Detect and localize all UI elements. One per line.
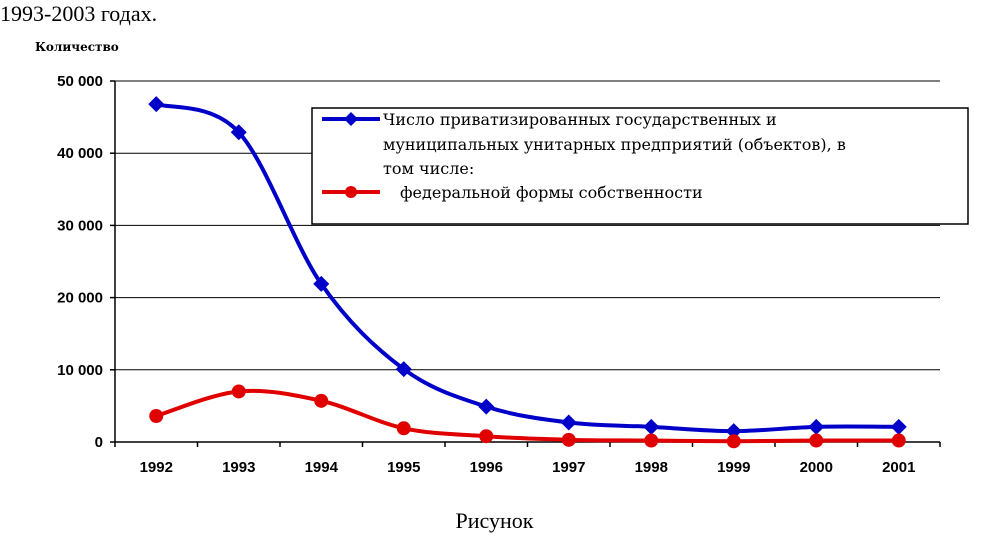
series-1-point (313, 275, 330, 292)
series-2-point (396, 421, 411, 436)
y-tick-label: 10 000 (57, 362, 103, 379)
legend-label: Число приватизированных государственных … (383, 110, 777, 129)
legend-swatch-marker (345, 186, 357, 198)
page-heading: 1993-2003 годах. (0, 1, 158, 26)
series-2-point (314, 393, 329, 408)
legend-label: муниципальных унитарных предприятий (объ… (383, 135, 846, 154)
series-1-point (560, 414, 577, 431)
figure-caption: Рисунок (455, 508, 534, 533)
y-tick-label: 20 000 (57, 290, 103, 307)
y-axis-label: Количество (35, 40, 119, 54)
legend-label: том числе: (383, 159, 474, 178)
legend-label: федеральной формы собственности (400, 183, 703, 202)
series-1-point (395, 361, 412, 378)
x-tick-label: 1998 (635, 459, 668, 476)
x-tick-label: 1993 (222, 459, 255, 476)
x-tick-label: 2001 (882, 459, 915, 476)
legend-swatch-marker (344, 112, 358, 126)
y-tick-label: 40 000 (57, 145, 103, 162)
series-2-point (644, 433, 659, 448)
series-2-point (891, 433, 906, 448)
x-tick-label: 1996 (470, 459, 503, 476)
series-1-point (148, 96, 165, 113)
y-tick-label: 0 (95, 434, 103, 451)
series-2-point (479, 429, 494, 444)
series-1-line (155, 102, 899, 434)
series-2-point (726, 434, 741, 449)
series-1-point (890, 418, 907, 435)
legend-box (311, 107, 969, 225)
series-1-point (478, 398, 495, 415)
series-2-point (809, 433, 824, 448)
x-tick-label: 1997 (552, 459, 585, 476)
x-tick-label: 1999 (717, 459, 750, 476)
y-tick-label: 50 000 (57, 73, 103, 90)
series-1-point (725, 423, 742, 440)
x-tick-label: 1994 (305, 459, 339, 476)
series-2-point (231, 384, 246, 399)
x-tick-label: 2000 (800, 459, 833, 476)
y-tick-label: 30 000 (57, 217, 103, 234)
series-1-point (643, 418, 660, 435)
series-1-point (230, 124, 247, 141)
series-1-point (808, 418, 825, 435)
x-tick-label: 1995 (387, 459, 420, 476)
series-2-point (561, 432, 576, 447)
series-2-point (149, 409, 164, 424)
series-2-line (155, 388, 899, 444)
x-tick-label: 1992 (140, 459, 173, 476)
